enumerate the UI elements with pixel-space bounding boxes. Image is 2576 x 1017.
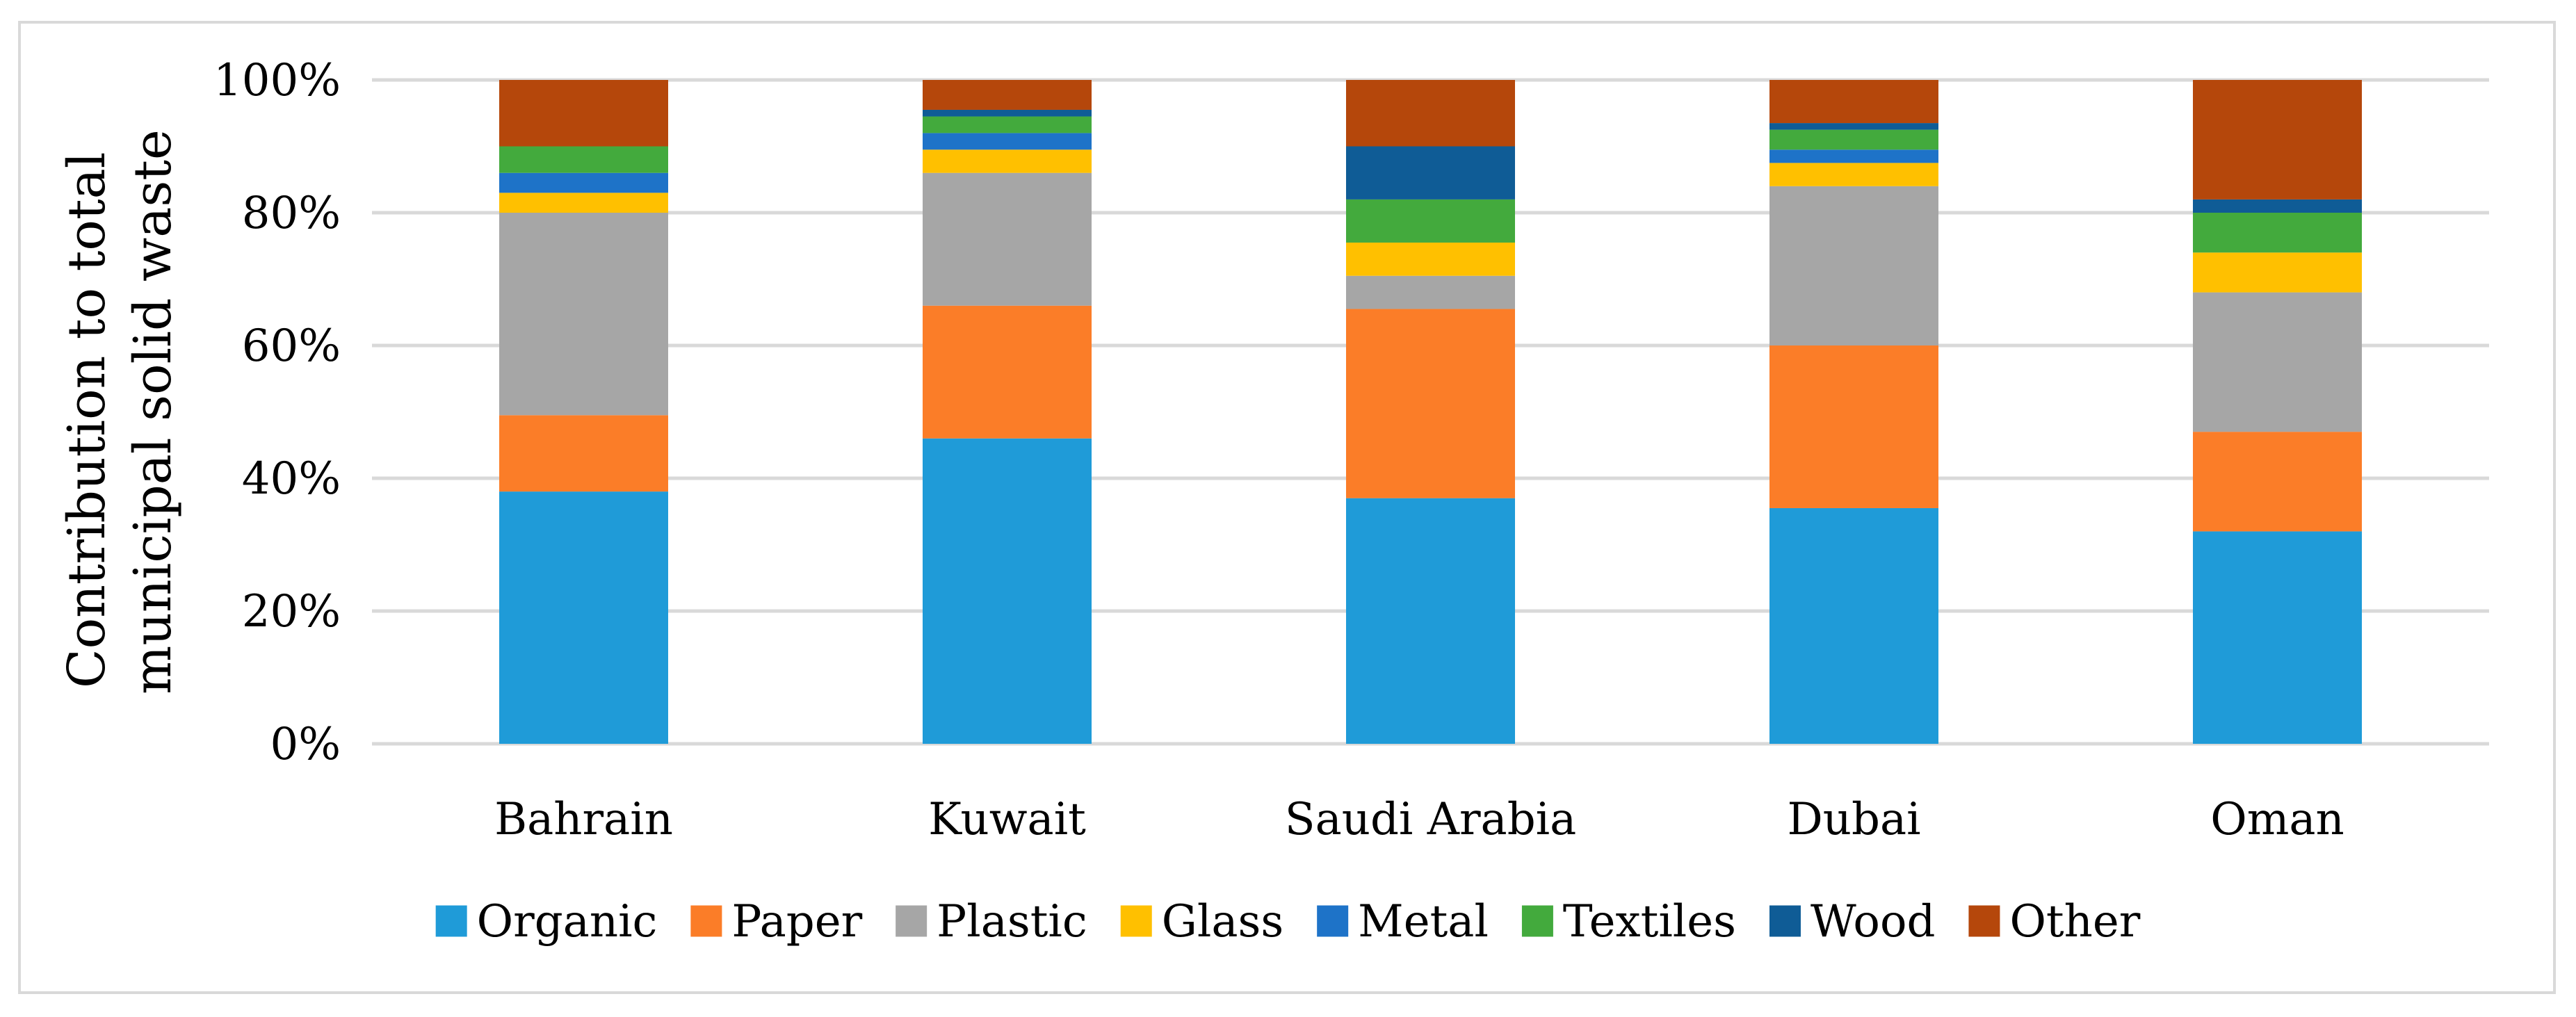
- x-axis-categories: Bahrain Kuwait Saudi Arabia Dubai Oman: [494, 794, 2344, 845]
- x-category-label: Oman: [2210, 794, 2344, 845]
- legend-swatch: [1521, 905, 1553, 937]
- legend-item: Plastic: [896, 896, 1087, 947]
- legend-item: Organic: [435, 896, 658, 947]
- bar-segment: [1769, 80, 1938, 124]
- bar-segment: [1346, 275, 1515, 309]
- legend-item: Paper: [690, 896, 863, 947]
- legend-label: Wood: [1811, 896, 1935, 947]
- bar-segment: [499, 213, 668, 416]
- legend-item: Metal: [1317, 896, 1489, 947]
- legend-swatch: [1317, 905, 1349, 937]
- bar-segment: [923, 133, 1092, 150]
- x-category-label: Dubai: [1787, 794, 1920, 845]
- legend-item: Wood: [1769, 896, 1935, 947]
- bar-segment: [2193, 213, 2362, 253]
- bar-segment: [923, 149, 1092, 173]
- bar-segment: [499, 193, 668, 213]
- x-category-label: Saudi Arabia: [1285, 794, 1577, 845]
- x-category-label: Bahrain: [494, 794, 673, 845]
- legend-swatch: [1968, 905, 2000, 937]
- legend-label: Paper: [731, 896, 862, 947]
- bar-segment: [923, 305, 1092, 439]
- bar-segment: [923, 172, 1092, 306]
- legend-swatch: [1120, 905, 1152, 937]
- bar-segment: [2193, 531, 2362, 744]
- bar-segment: [923, 109, 1092, 117]
- bar-segment: [2193, 432, 2362, 532]
- legend-item: Other: [1968, 896, 2141, 947]
- bar-segment: [499, 415, 668, 492]
- legend-label: Organic: [477, 896, 658, 947]
- bar-segment: [1346, 242, 1515, 276]
- legend: Organic Paper Plastic Glass Metal Textiles Woo…: [435, 896, 2141, 947]
- bar-segment: [2193, 199, 2362, 213]
- bar-segment: [499, 172, 668, 193]
- bar-segment: [923, 116, 1092, 133]
- chart-frame: [18, 21, 2556, 994]
- y-axis-label-line-1: Contribution to total: [57, 152, 117, 688]
- bar-segment: [499, 146, 668, 173]
- legend-label: Metal: [1358, 896, 1489, 947]
- y-tick-label: 0%: [270, 719, 341, 770]
- y-tick-label: 20%: [242, 586, 341, 637]
- bar-segment: [2193, 292, 2362, 432]
- bar-segment: [1346, 309, 1515, 498]
- bar-segment: [1346, 199, 1515, 243]
- bar-segment: [923, 438, 1092, 744]
- bar-segment: [1769, 507, 1938, 744]
- bar-segment: [923, 80, 1092, 110]
- y-axis-ticks: 0% 20% 40% 60% 80% 100%: [213, 55, 341, 770]
- bar-segment: [1346, 80, 1515, 147]
- y-tick-label: 60%: [242, 320, 341, 372]
- bar-segment: [499, 80, 668, 147]
- bar-segment: [2193, 252, 2362, 293]
- legend-label: Textiles: [1563, 896, 1736, 947]
- bar-segment: [1769, 149, 1938, 163]
- y-axis-label-line-2: municipal solid waste: [123, 129, 183, 694]
- bar-segment: [1346, 146, 1515, 200]
- bar-segment: [1769, 123, 1938, 130]
- y-tick-label: 40%: [242, 453, 341, 505]
- bars: [499, 80, 2362, 744]
- legend-swatch: [435, 905, 467, 937]
- y-axis-label: Contribution to total municipal solid wa…: [57, 129, 183, 694]
- bar-segment: [1769, 163, 1938, 186]
- y-tick-label: 80%: [242, 188, 341, 239]
- legend-label: Other: [2009, 896, 2140, 947]
- y-tick-label: 100%: [213, 55, 341, 106]
- bar-segment: [1769, 129, 1938, 150]
- legend-swatch: [1769, 905, 1801, 937]
- bar-segment: [1769, 345, 1938, 508]
- legend-swatch: [896, 905, 927, 937]
- bar-segment: [499, 491, 668, 744]
- legend-swatch: [690, 905, 722, 937]
- x-category-label: Kuwait: [928, 794, 1086, 845]
- bar-segment: [2193, 80, 2362, 200]
- bar-segment: [1769, 186, 1938, 345]
- legend-label: Glass: [1162, 896, 1283, 947]
- legend-item: Glass: [1120, 896, 1283, 947]
- legend-item: Textiles: [1521, 896, 1736, 947]
- legend-label: Plastic: [937, 896, 1087, 947]
- bar-segment: [1346, 498, 1515, 744]
